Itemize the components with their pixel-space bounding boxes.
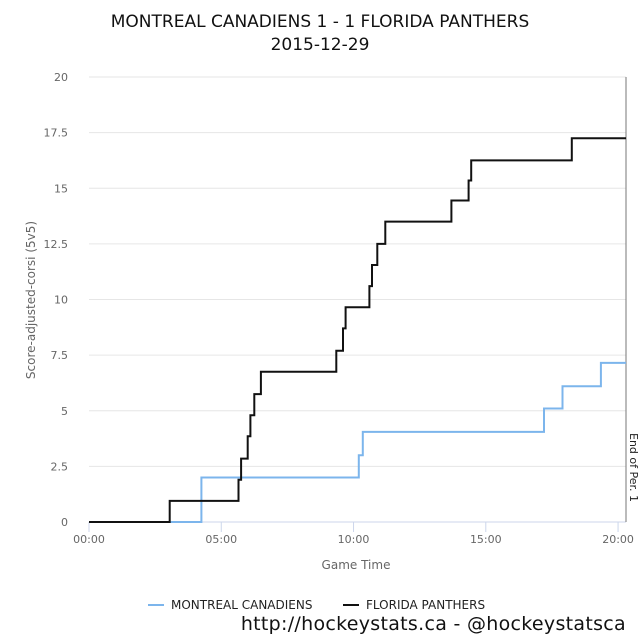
- y-tick-label: 10: [54, 294, 68, 307]
- end-of-period-label: End of Per. 1: [627, 433, 640, 502]
- series-montreal-line[interactable]: [89, 361, 626, 523]
- y-tick-label: 15: [54, 182, 68, 195]
- y-tick-label: 2.5: [51, 460, 69, 473]
- plot-grid: [89, 76, 626, 467]
- legend: MONTREAL CANADIENS FLORIDA PANTHERS: [148, 598, 485, 612]
- x-tick-label: 15:00: [470, 533, 502, 546]
- y-tick-label: 20: [54, 71, 68, 84]
- y-tick-label: 0: [61, 516, 68, 529]
- series-lines: [89, 137, 626, 523]
- legend-item-florida[interactable]: FLORIDA PANTHERS: [343, 598, 485, 612]
- footer-credit: http://hockeystats.ca - @hockeystatsca: [240, 613, 626, 635]
- legend-label-florida: FLORIDA PANTHERS: [366, 598, 485, 612]
- y-axis-label: Score-adjusted-corsi (5v5): [24, 221, 38, 379]
- y-tick-label: 17.5: [44, 127, 69, 140]
- y-tick-label: 5: [61, 405, 68, 418]
- chart-title: MONTREAL CANADIENS 1 - 1 FLORIDA PANTHER…: [111, 12, 529, 32]
- y-tick-label: 7.5: [51, 349, 69, 362]
- series-florida-line[interactable]: [89, 137, 626, 523]
- x-tick-label: 20:00: [602, 533, 634, 546]
- y-axis-ticks: 0 2.5 5 7.5 10 12.5 15 17.5 20: [44, 71, 69, 529]
- x-tick-label: 10:00: [338, 533, 370, 546]
- x-tick-label: 05:00: [205, 533, 237, 546]
- legend-item-montreal[interactable]: MONTREAL CANADIENS: [148, 598, 312, 612]
- x-axis-ticks: 00:00 05:00 10:00 15:00 20:00: [73, 522, 634, 546]
- y-tick-label: 12.5: [44, 238, 69, 251]
- chart-subtitle: 2015-12-29: [271, 35, 370, 55]
- x-axis-label: Game Time: [322, 558, 391, 572]
- x-tick-label: 00:00: [73, 533, 105, 546]
- legend-label-montreal: MONTREAL CANADIENS: [171, 598, 312, 612]
